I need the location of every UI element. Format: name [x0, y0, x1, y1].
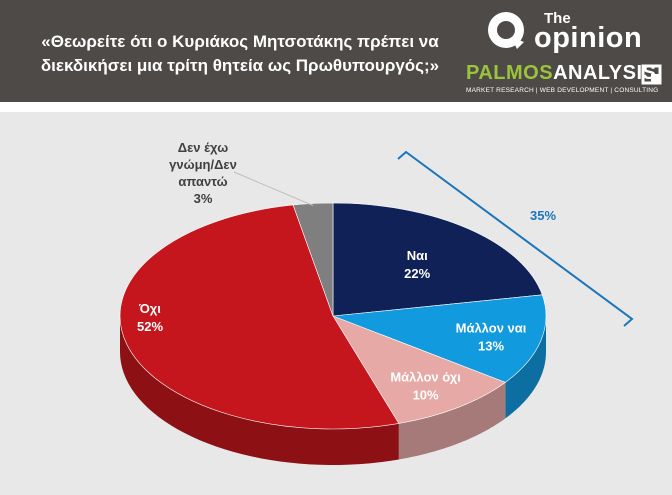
pie-slice-δεν-έχω-γνώμη-δεν-απαντώ: [292, 202, 334, 317]
slice-label-name: Μάλλον όχι: [390, 370, 461, 385]
palmos-square-icon: [641, 64, 662, 85]
dk-leader-line: [233, 171, 314, 206]
palmos-analysis-logo: PALMOSANALYSIS MARKET RESEARCH | WEB DEV…: [466, 62, 666, 98]
bracket-annotation: [397, 150, 634, 327]
slice-label-name: Ναι: [407, 248, 428, 263]
header-bar: «Θεωρείτε ότι ο Κυριάκος Μητσοτάκης πρέπ…: [0, 0, 672, 102]
pie-slice-μάλλον-ναι: [332, 294, 547, 383]
slice-label-value: 10%: [413, 388, 439, 403]
slice-label-value: 13%: [478, 339, 504, 354]
survey-question: «Θεωρείτε ότι ο Κυριάκος Μητσοτάκης πρέπ…: [40, 32, 440, 75]
the-opinion-logo: The opinion: [484, 8, 664, 58]
logo-opinion-text: opinion: [534, 22, 643, 54]
slice-label-value: 22%: [404, 266, 430, 281]
pie-side-μάλλον-ναι: [505, 316, 546, 419]
palmos-brand: PALMOSANALYSIS: [466, 62, 656, 85]
slice-label-value: 52%: [137, 319, 163, 334]
chart-panel: Ναι 22% Μάλλον ναι 13% Μάλλον όχι 10% Όχι 52% Δ…: [0, 112, 672, 495]
slice-label-name: Όχι: [138, 301, 161, 316]
pie-slice-μάλλον-όχι: [332, 315, 506, 424]
pie-slice-ναι: [332, 202, 543, 317]
annotation-35-label: 35%: [530, 208, 556, 223]
dk-label-value: 3%: [194, 191, 213, 206]
dk-label-line: απαντώ: [178, 174, 227, 189]
pie-chart: Ναι 22% Μάλλον ναι 13% Μάλλον όχι 10% Όχι 52% Δ…: [119, 140, 634, 465]
palmos-tagline: MARKET RESEARCH | WEB DEVELOPMENT | CONS…: [466, 87, 659, 94]
palmos-brand-part2: ANALYSIS: [553, 62, 657, 84]
pie-side-μάλλον-όχι: [398, 382, 506, 460]
dk-label-line: γνώμη/Δεν: [169, 157, 237, 172]
pie-side-όχι: [120, 316, 399, 465]
palmos-brand-part1: PALMOS: [466, 62, 554, 84]
pie-slice-όχι: [119, 204, 400, 430]
dk-label-line: Δεν έχω: [178, 140, 228, 155]
opinion-q-icon: [488, 12, 524, 49]
logo-the-text: The: [544, 10, 571, 27]
slice-label-name: Μάλλον ναι: [456, 321, 527, 336]
